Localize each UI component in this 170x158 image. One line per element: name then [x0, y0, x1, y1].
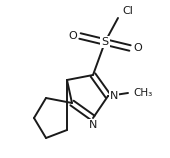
Text: N: N — [110, 91, 118, 101]
Text: CH₃: CH₃ — [133, 88, 152, 98]
Text: Cl: Cl — [122, 6, 133, 16]
Text: S: S — [101, 37, 109, 47]
Text: O: O — [68, 31, 77, 41]
Text: O: O — [133, 43, 142, 53]
Text: N: N — [89, 120, 97, 130]
